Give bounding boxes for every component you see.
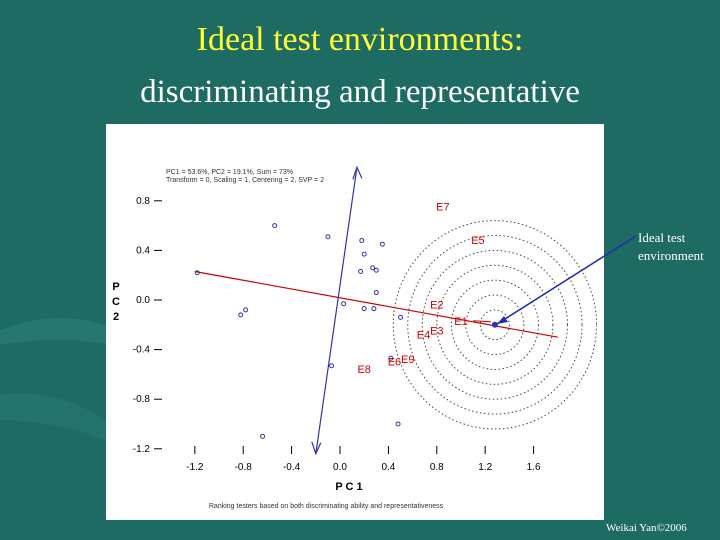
chart-footer: Ranking testers based on both discrimina… xyxy=(209,503,444,510)
genotype-point xyxy=(361,251,367,257)
biplot-chart: PC1 = 53.6%, PC2 = 19.1%, Sum = 73%Trans… xyxy=(112,165,598,510)
environment-label-e4: E4 xyxy=(417,329,430,341)
environment-label-e9: E9 xyxy=(401,354,414,366)
biplot-panel: PC1 = 53.6%, PC2 = 19.1%, Sum = 73% Trans… xyxy=(106,124,604,520)
environment-label-e3: E3 xyxy=(430,326,443,338)
y-tick-label: 0.8 xyxy=(136,196,150,207)
x-tick-label: 0.0 xyxy=(333,462,347,473)
x-tick-label: -0.4 xyxy=(283,462,301,473)
concentric-circle-7 xyxy=(392,220,598,430)
genotype-point xyxy=(325,234,331,240)
x-axis-title: P C 1 xyxy=(335,481,362,493)
y-tick-label: 0.4 xyxy=(136,245,150,256)
x-tick-label: 0.4 xyxy=(381,462,395,473)
environment-label-e8: E8 xyxy=(357,364,370,376)
genotype-point xyxy=(361,306,367,312)
x-tick-label: 1.6 xyxy=(527,462,541,473)
chart-info-line1: PC1 = 53.6%, PC2 = 19.1%, Sum = 73% xyxy=(166,169,293,176)
chart-info-line2: Transform = 0, Scaling = 1, Centering = … xyxy=(166,177,324,184)
genotype-point xyxy=(370,265,376,271)
environment-label-e5: E5 xyxy=(471,235,484,247)
genotype-point xyxy=(373,290,379,296)
concentric-circle-6 xyxy=(407,235,583,415)
axis-arrowhead-top xyxy=(352,165,363,180)
environment-label-e2: E2 xyxy=(430,300,443,312)
genotype-point xyxy=(371,306,377,312)
environment-label-e7: E7 xyxy=(436,202,449,214)
e1-arrow-line xyxy=(472,320,491,323)
x-tick-label: 0.8 xyxy=(430,462,444,473)
y-tick-label: 0.0 xyxy=(136,295,150,306)
y-axis-title-char: P xyxy=(112,281,119,293)
ideal-point-marker xyxy=(491,321,498,328)
y-tick-label: -1.2 xyxy=(133,444,151,455)
genotype-point xyxy=(359,237,365,243)
concentric-circle-4 xyxy=(436,264,554,385)
genotype-point xyxy=(341,301,347,307)
concentric-circle-5 xyxy=(421,249,568,400)
slide-title: Ideal test environments: xyxy=(196,21,524,58)
environment-label-e6: E6 xyxy=(388,357,401,369)
genotype-point xyxy=(329,363,335,369)
y-axis-title-char: C xyxy=(112,296,120,308)
y-tick-label: -0.8 xyxy=(133,394,151,405)
genotype-point xyxy=(379,241,385,247)
ideal-environment-callout: Ideal test environment xyxy=(638,230,704,263)
slide-subtitle: discriminating and representative xyxy=(140,74,580,110)
credit-text: Weikai Yan©2006 xyxy=(606,522,687,534)
x-tick-label: -1.2 xyxy=(186,462,204,473)
x-tick-label: 1.2 xyxy=(478,462,492,473)
y-axis-title-char: 2 xyxy=(113,311,119,323)
genotype-point xyxy=(373,267,379,273)
y-tick-label: -0.4 xyxy=(133,345,151,356)
genotype-point xyxy=(238,312,244,318)
genotype-point xyxy=(272,223,278,229)
x-tick-label: -0.8 xyxy=(235,462,253,473)
genotype-point xyxy=(358,268,364,274)
genotype-point xyxy=(395,421,401,427)
genotype-point xyxy=(260,433,266,439)
environment-label-e1: E1 xyxy=(454,316,467,328)
genotype-point xyxy=(243,307,249,313)
genotype-point xyxy=(388,355,394,361)
axis-arrowhead-bottom xyxy=(311,441,322,456)
concentric-circle-3 xyxy=(450,279,539,370)
genotype-point xyxy=(194,270,200,276)
genotype-point xyxy=(398,314,403,320)
concentric-circle-2 xyxy=(465,294,525,356)
perpendicular-axis xyxy=(315,167,358,454)
